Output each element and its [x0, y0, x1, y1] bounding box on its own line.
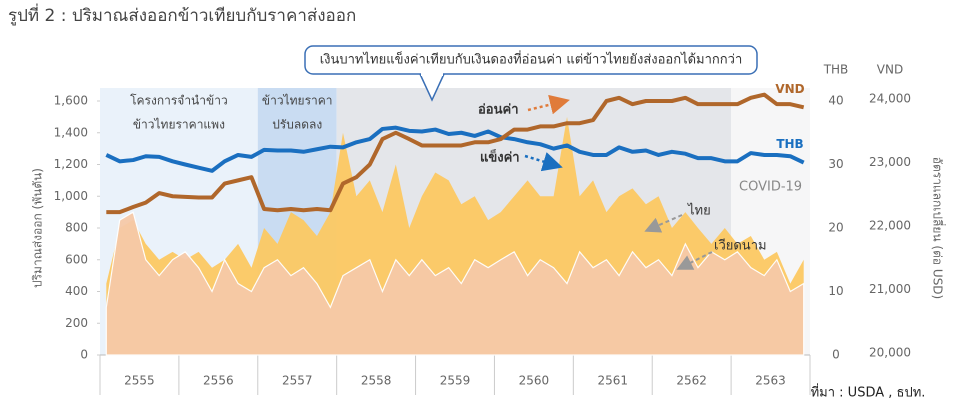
- y2-tick-label: 40: [828, 94, 843, 108]
- y-tick-label: 1,200: [54, 157, 88, 171]
- y2-unit: THB: [823, 63, 849, 77]
- annotation: แข็งค่า: [480, 148, 520, 166]
- y-tick-label: 1,600: [54, 94, 88, 108]
- line: [106, 92, 805, 215]
- x-tick-label: 2561: [598, 374, 629, 388]
- series-label: VND: [775, 82, 804, 96]
- callout-pointer: [419, 73, 445, 102]
- y3-tick-label: 23,000: [869, 155, 911, 169]
- y-tick-label: 800: [65, 221, 88, 235]
- annotation: ไทย: [687, 203, 711, 219]
- arrow: [676, 251, 713, 270]
- y-right-axis-title: อัตราแลกเปลี่ยน (ต่อ USD): [931, 157, 947, 299]
- callout-box: [304, 45, 758, 75]
- y-tick-label: 1,400: [54, 125, 88, 139]
- region-label: ข้าวไทยราคาแพง: [133, 118, 225, 132]
- y-tick-label: 600: [65, 252, 88, 266]
- y2-tick-label: 20: [828, 221, 843, 235]
- y2-tick-label: 0: [832, 348, 840, 362]
- callout-text: เงินบาทไทยแข็งค่าเทียบกับเงินดองที่อ่อนค…: [320, 50, 743, 68]
- y-tick-label: 0: [80, 348, 88, 362]
- annotation: อ่อนค่า: [478, 103, 519, 118]
- region-label: ข้าวไทยราคา: [262, 94, 333, 108]
- y-tick-label: 200: [65, 316, 88, 330]
- x-tick-label: 2562: [676, 374, 707, 388]
- y3-unit: VND: [877, 63, 903, 77]
- x-tick-label: 2555: [124, 374, 155, 388]
- x-tick-label: 2563: [755, 374, 786, 388]
- callout-joint: [421, 72, 443, 76]
- x-tick-label: 2557: [282, 374, 313, 388]
- y-axis-title: ปริมาณส่งออก (พันตัน): [31, 168, 45, 288]
- x-tick-label: 2558: [361, 374, 392, 388]
- y3-tick-label: 22,000: [869, 219, 911, 233]
- y3-tick-label: 21,000: [869, 282, 911, 296]
- area: [105, 211, 805, 356]
- region-label: COVID-19: [739, 180, 802, 195]
- region-label: ปรับลดลง: [272, 118, 322, 132]
- x-tick-label: 2560: [519, 374, 550, 388]
- y3-tick-label: 24,000: [869, 92, 911, 106]
- annotation: เวียดนาม: [714, 238, 767, 254]
- y-tick-label: 400: [65, 284, 88, 298]
- arrow: [644, 214, 683, 233]
- y2-tick-label: 30: [828, 157, 843, 171]
- y-tick-label: 1,000: [54, 189, 88, 203]
- source: ที่มา : USDA , ธปท.: [811, 384, 926, 401]
- labels: รูปที่ 2 : ปริมาณส่งออกข้าวเทียบกับราคาส…: [8, 3, 947, 401]
- y2-tick-label: 10: [828, 284, 843, 298]
- series-label: THB: [776, 137, 803, 151]
- plot: 0 200 400 600 800 1,000 1,200 1,400 1,600 0 10 20 30…: [54, 82, 911, 395]
- arrow: [527, 94, 570, 115]
- y3-tick-label: 20,000: [869, 346, 911, 360]
- x-tick-label: 2556: [203, 374, 234, 388]
- chart-title: รูปที่ 2 : ปริมาณส่งออกข้าวเทียบกับราคาส…: [8, 3, 356, 26]
- x-tick-label: 2559: [440, 374, 471, 388]
- line: [105, 125, 805, 173]
- region-label: โครงการจำนำข้าว: [130, 94, 228, 108]
